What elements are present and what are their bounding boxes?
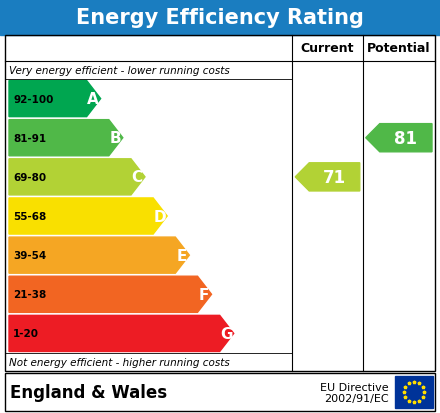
Text: 55-68: 55-68 (13, 211, 46, 221)
Text: 81: 81 (394, 129, 418, 147)
Bar (0, 371, 440, 413)
Polygon shape (9, 120, 123, 157)
Text: 69-80: 69-80 (13, 173, 46, 183)
Polygon shape (9, 316, 234, 351)
Text: EU Directive: EU Directive (320, 382, 389, 392)
Bar (5, 373, 435, 411)
Text: 81-91: 81-91 (13, 133, 46, 143)
Text: England & Wales: England & Wales (10, 383, 167, 401)
Text: D: D (153, 209, 166, 224)
Text: 21-38: 21-38 (13, 290, 46, 299)
Text: B: B (109, 131, 121, 146)
Polygon shape (9, 81, 101, 117)
Bar (395, 376, 433, 408)
Text: G: G (220, 326, 232, 341)
Text: 39-54: 39-54 (13, 251, 46, 261)
Polygon shape (366, 124, 432, 152)
Text: Not energy efficient - higher running costs: Not energy efficient - higher running co… (9, 357, 230, 367)
Polygon shape (9, 237, 189, 273)
Text: Current: Current (301, 43, 354, 55)
Text: C: C (132, 170, 143, 185)
Polygon shape (9, 159, 145, 195)
Text: Very energy efficient - lower running costs: Very energy efficient - lower running co… (9, 66, 230, 76)
Text: E: E (176, 248, 187, 263)
Text: F: F (198, 287, 209, 302)
Polygon shape (9, 277, 212, 313)
Polygon shape (9, 199, 167, 235)
Polygon shape (295, 164, 360, 192)
Bar (5, 36, 435, 371)
Text: Potential: Potential (367, 43, 431, 55)
Text: 71: 71 (323, 169, 346, 186)
Text: 2002/91/EC: 2002/91/EC (324, 393, 389, 403)
Text: 92-100: 92-100 (13, 94, 53, 104)
Text: 1-20: 1-20 (13, 329, 39, 339)
Text: A: A (87, 92, 99, 107)
Bar (0, 0, 440, 36)
Text: Energy Efficiency Rating: Energy Efficiency Rating (76, 8, 364, 28)
